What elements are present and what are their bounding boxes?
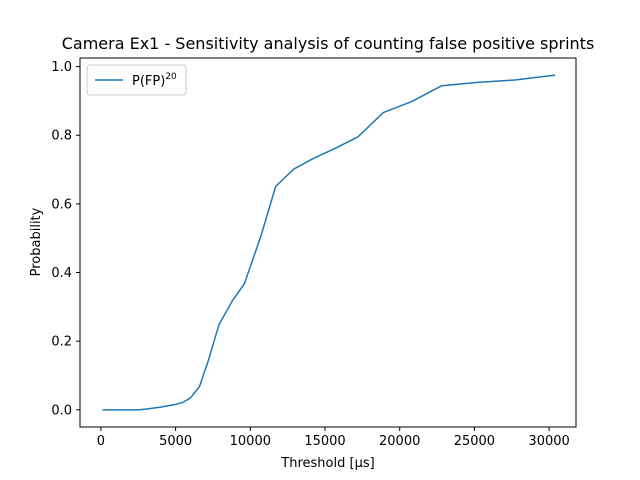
x-axis-label: Threshold [μs] — [280, 456, 374, 471]
plot-frame — [79, 57, 577, 428]
x-tick-label: 20000 — [379, 434, 420, 449]
x-tick-label: 5000 — [159, 434, 192, 449]
y-tick-label: 0.4 — [51, 266, 72, 281]
x-tick-label: 30000 — [528, 434, 569, 449]
y-axis: 0.0 0.2 0.4 0.6 0.8 1.0 — [51, 60, 80, 418]
legend-series-superscript: 20 — [165, 72, 177, 82]
y-tick-label: 0.2 — [51, 335, 72, 350]
chart-title: Camera Ex1 - Sensitivity analysis of cou… — [62, 34, 595, 53]
series-layer — [102, 74, 556, 411]
plot-area — [79, 57, 577, 428]
legend: P(FP)20 — [86, 64, 187, 96]
series-line — [102, 74, 556, 411]
legend-series-name: P(FP) — [132, 74, 165, 89]
x-tick-label: 25000 — [454, 434, 495, 449]
y-axis-label: Probability — [29, 207, 44, 276]
legend-label: P(FP)20 — [132, 72, 177, 89]
y-tick-label: 0.8 — [51, 129, 72, 144]
x-axis: 0 5000 10000 15000 20000 25000 30000 — [97, 427, 570, 449]
y-tick-label: 0.0 — [51, 403, 72, 418]
y-tick-label: 1.0 — [51, 60, 72, 75]
legend-box — [86, 64, 187, 96]
y-tick-label: 0.6 — [51, 197, 72, 212]
x-tick-label: 0 — [97, 434, 105, 449]
x-tick-label: 15000 — [304, 434, 345, 449]
x-tick-label: 10000 — [230, 434, 271, 449]
